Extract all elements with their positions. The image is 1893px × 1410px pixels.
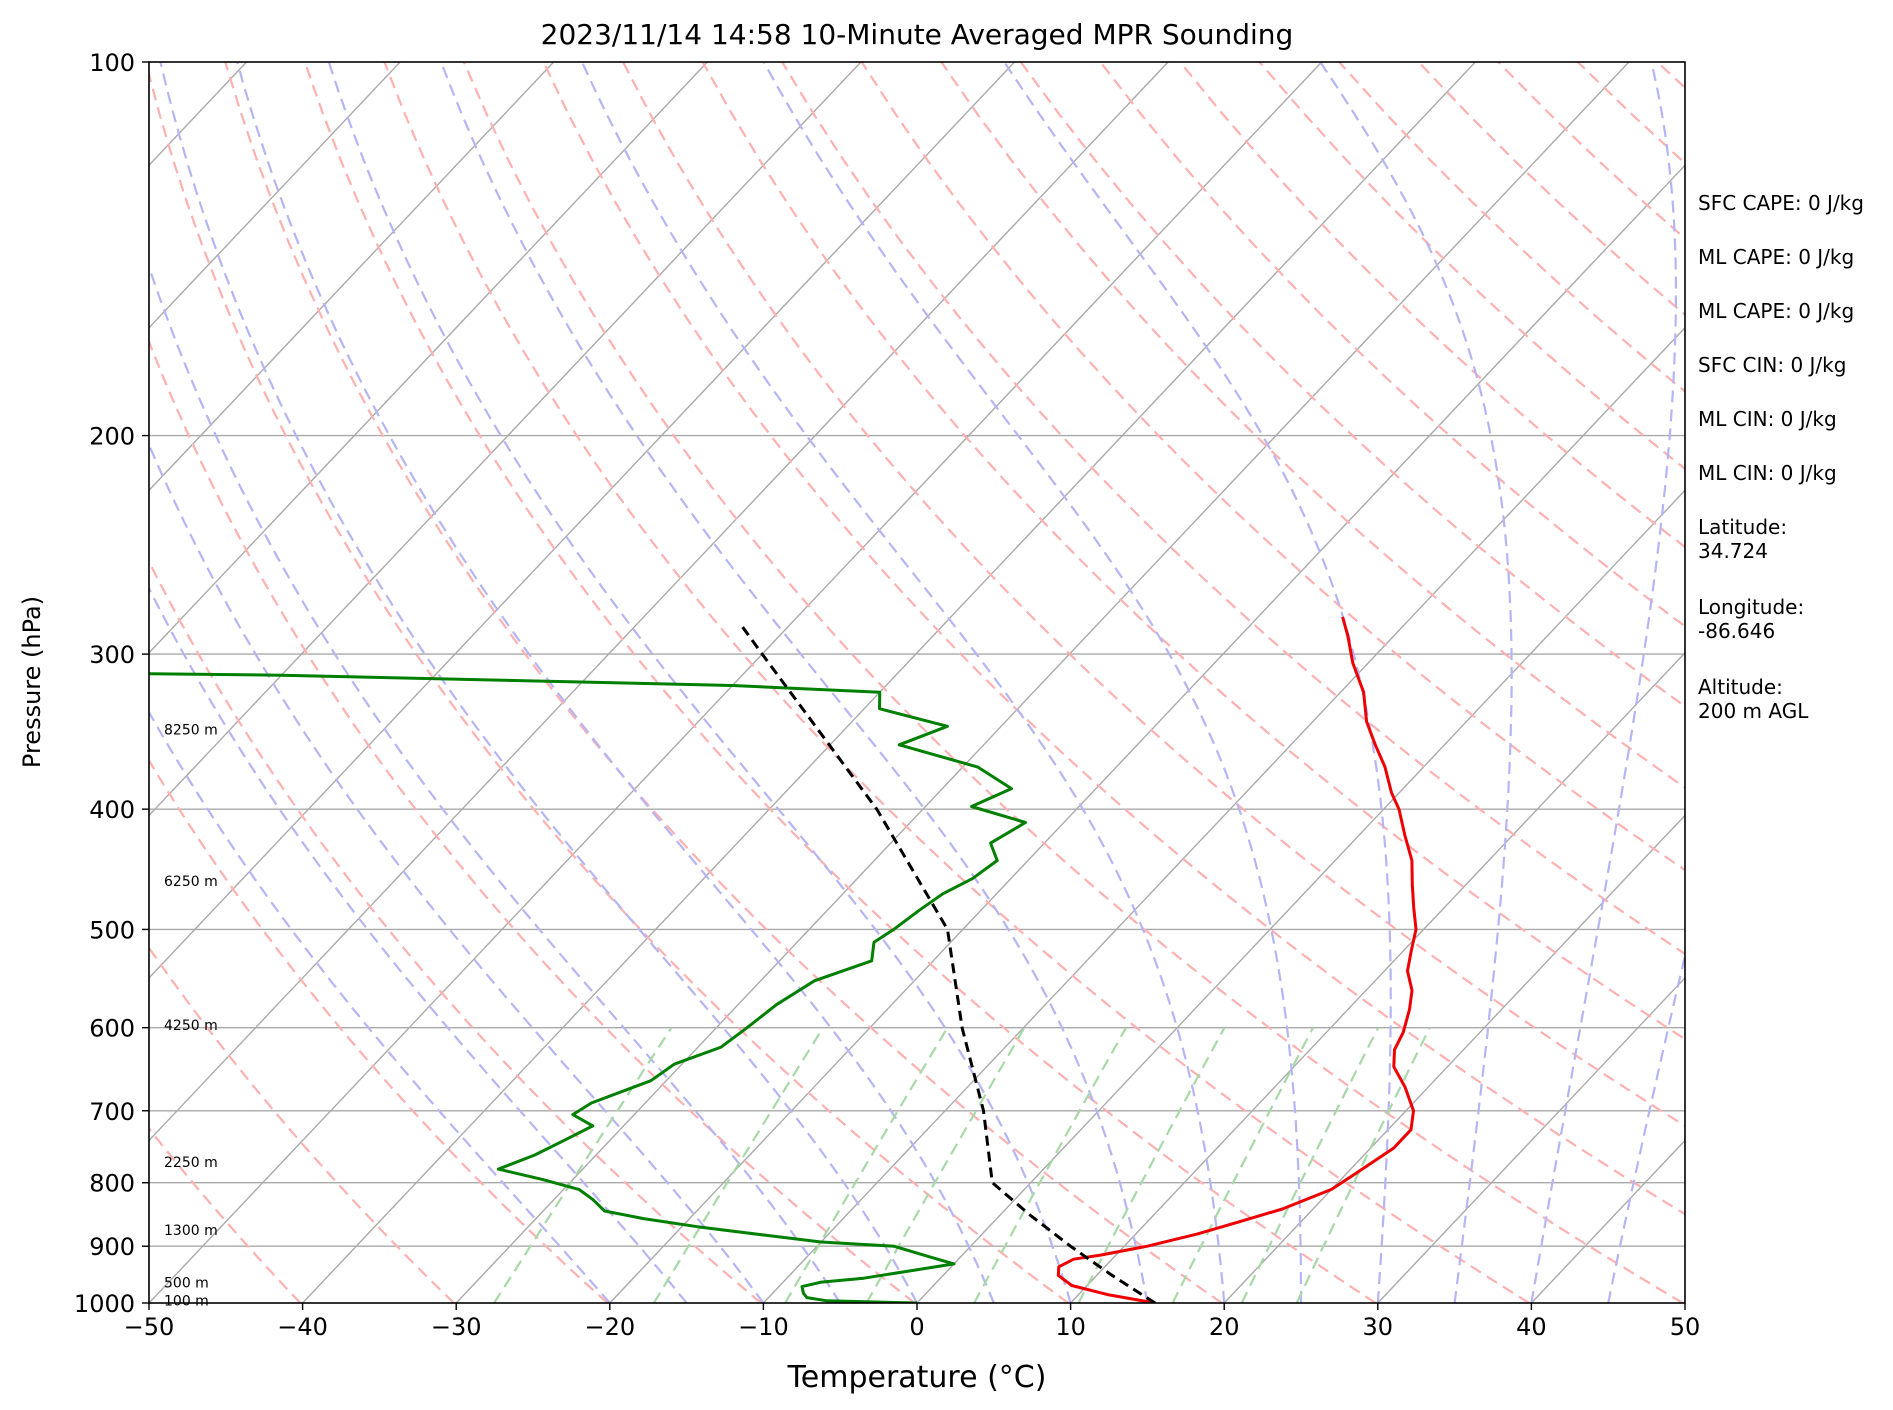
info-panel-entry: SFC CAPE: 0 J/kg — [1698, 191, 1864, 215]
info-panel-entry: ML CAPE: 0 J/kg — [1698, 299, 1854, 323]
info-panel-entry: ML CAPE: 0 J/kg — [1698, 245, 1854, 269]
x-tick-label: 50 — [1670, 1313, 1701, 1341]
info-panel-line: 34.724 — [1698, 539, 1768, 563]
y-tick-label: 500 — [89, 916, 135, 944]
y-tick-label: 200 — [89, 423, 135, 451]
y-axis-label: Pressure (hPa) — [18, 596, 46, 768]
info-panel-line: ML CIN: 0 J/kg — [1698, 461, 1837, 485]
x-tick-label: 0 — [909, 1313, 924, 1341]
info-panel-entry: ML CIN: 0 J/kg — [1698, 407, 1837, 431]
info-panel-line: -86.646 — [1698, 619, 1775, 643]
x-tick-label: −20 — [584, 1313, 635, 1341]
x-tick-label: −10 — [738, 1313, 789, 1341]
info-panel-line: SFC CAPE: 0 J/kg — [1698, 191, 1864, 215]
info-panel-line: ML CIN: 0 J/kg — [1698, 407, 1837, 431]
x-tick-label: −30 — [431, 1313, 482, 1341]
y-tick-label: 300 — [89, 641, 135, 669]
y-tick-label: 900 — [89, 1233, 135, 1261]
height-label: 1300 m — [164, 1223, 218, 1239]
x-axis-label: Temperature (°C) — [787, 1360, 1047, 1395]
x-tick-label: 30 — [1363, 1313, 1394, 1341]
y-tick-label: 600 — [89, 1015, 135, 1043]
info-panel-line: Altitude: — [1698, 675, 1783, 699]
x-tick-label: 10 — [1055, 1313, 1086, 1341]
info-panel-line: Longitude: — [1698, 595, 1804, 619]
y-tick-label: 700 — [89, 1098, 135, 1126]
info-panel-line: 200 m AGL — [1698, 699, 1809, 723]
y-tick-label: 100 — [89, 49, 135, 77]
info-panel-line: Latitude: — [1698, 515, 1787, 539]
height-label: 500 m — [164, 1276, 209, 1292]
info-panel-line: ML CAPE: 0 J/kg — [1698, 245, 1854, 269]
info-panel-entry: ML CIN: 0 J/kg — [1698, 461, 1837, 485]
info-panel-line: ML CAPE: 0 J/kg — [1698, 299, 1854, 323]
info-panel-entry: SFC CIN: 0 J/kg — [1698, 353, 1846, 377]
height-label: 100 m — [164, 1293, 209, 1309]
height-label: 6250 m — [164, 874, 218, 890]
y-tick-label: 800 — [89, 1170, 135, 1198]
height-label: 8250 m — [164, 722, 218, 738]
chart-title: 2023/11/14 14:58 10-Minute Averaged MPR … — [541, 18, 1294, 51]
x-tick-label: 40 — [1516, 1313, 1547, 1341]
height-label: 2250 m — [164, 1155, 218, 1171]
y-tick-label: 1000 — [74, 1290, 135, 1318]
info-panel-line: SFC CIN: 0 J/kg — [1698, 353, 1846, 377]
x-tick-label: −40 — [277, 1313, 328, 1341]
y-tick-label: 400 — [89, 796, 135, 824]
height-label: 4250 m — [164, 1018, 218, 1034]
x-tick-label: 20 — [1209, 1313, 1240, 1341]
